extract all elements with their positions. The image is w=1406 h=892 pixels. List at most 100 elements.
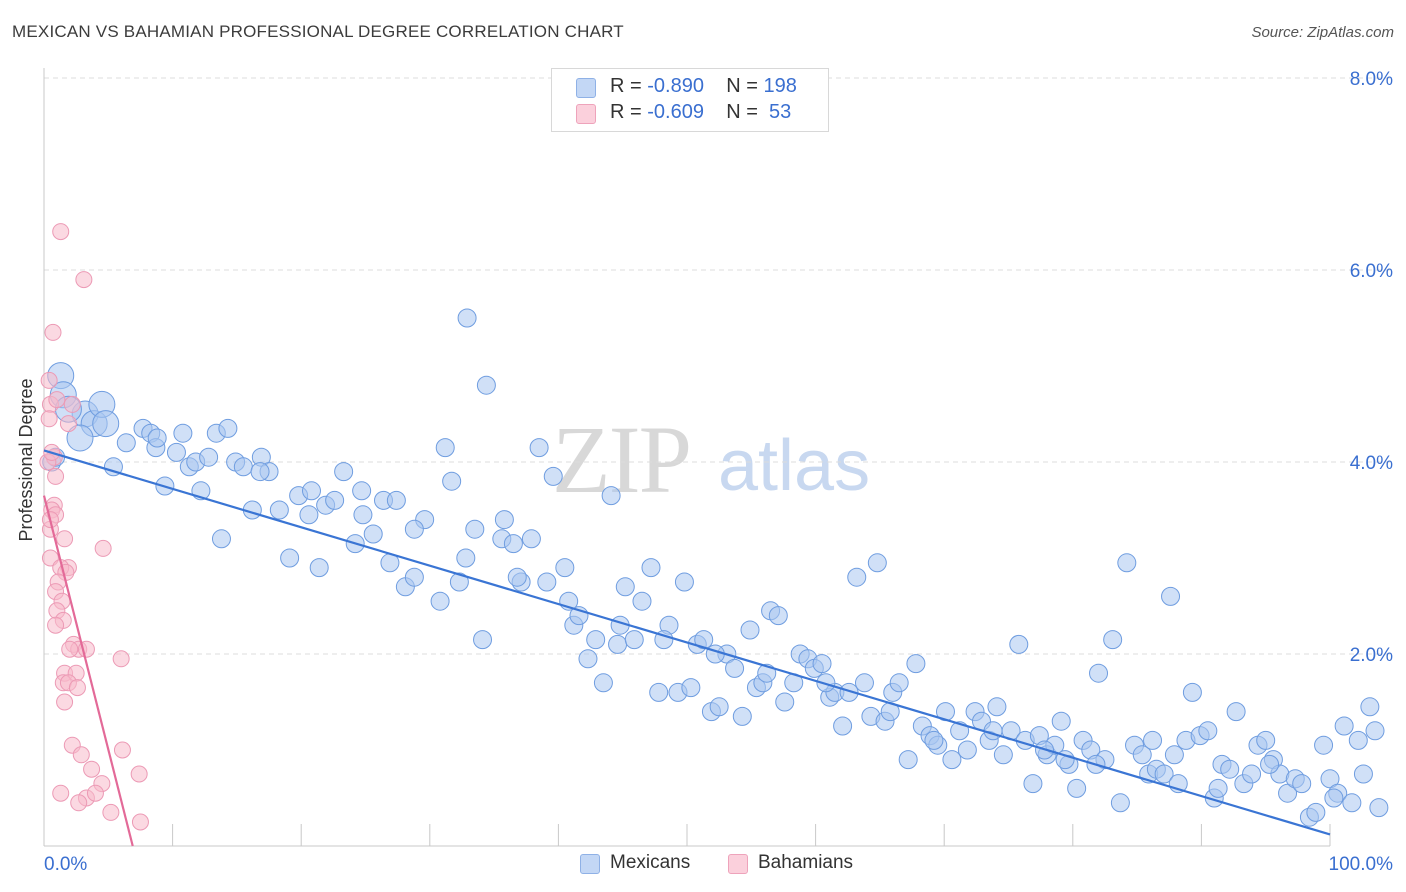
mexicans-point — [430, 591, 450, 611]
mexicans-point — [775, 692, 795, 712]
y-tick-label: 8.0% — [1350, 69, 1393, 90]
bahamians-point — [48, 391, 66, 409]
bahamians-point — [56, 693, 74, 711]
mexicans-point — [1143, 730, 1163, 750]
legend-r-value: -0.890 — [647, 75, 704, 97]
mexicans-point — [593, 673, 613, 693]
mexicans-point — [199, 447, 219, 467]
mexicans-point — [674, 572, 694, 592]
bahamians-point — [47, 467, 65, 485]
mexicans-point — [906, 654, 926, 674]
mexicans-point — [1360, 697, 1380, 717]
mexicans-point — [299, 505, 319, 525]
mexicans-point — [993, 745, 1013, 765]
mexicans-point — [649, 682, 669, 702]
mexicans-point — [301, 481, 321, 501]
mexicans-point — [957, 740, 977, 760]
mexicans-point — [352, 481, 372, 501]
mexicans-point — [1103, 630, 1123, 650]
mexicans-point — [898, 750, 918, 770]
series-mexicans — [42, 308, 1389, 827]
mexicans-point — [147, 428, 167, 448]
mexicans-point — [476, 375, 496, 395]
mexicans-point — [325, 490, 345, 510]
mexicans-point — [250, 462, 270, 482]
mexicans-point — [1208, 778, 1228, 798]
mexicans-point — [586, 630, 606, 650]
legend-n-label: N = — [726, 101, 764, 123]
mexicans-point — [732, 706, 752, 726]
mexicans-point — [1067, 778, 1087, 798]
x-tick-label: 100.0% — [1329, 854, 1394, 875]
bahamians-point — [44, 323, 62, 341]
y-tick-label: 4.0% — [1350, 453, 1393, 474]
bahamians-point — [52, 784, 70, 802]
mexicans-point — [404, 567, 424, 587]
grid-lines — [44, 77, 1392, 655]
bahamians-point — [40, 371, 58, 389]
mexicans-point — [1132, 745, 1152, 765]
legend-swatch-mexicans — [580, 854, 600, 874]
mexicans-point — [641, 558, 661, 578]
mexicans-point — [578, 649, 598, 669]
bahamians-point — [102, 803, 120, 821]
mexicans-point — [334, 462, 354, 482]
mexicans-point — [1182, 682, 1202, 702]
y-tick-label: 6.0% — [1350, 261, 1393, 282]
mexicans-point — [543, 466, 563, 486]
mexicans-point — [1348, 730, 1368, 750]
mexicans-point — [681, 678, 701, 698]
mexicans-point — [555, 558, 575, 578]
mexicans-point — [173, 423, 193, 443]
mexicans-point — [269, 500, 289, 520]
mexicans-point — [1110, 793, 1130, 813]
correlation-legend: R = -0.890 N = 198 R = -0.609 N = 53 — [551, 68, 829, 132]
legend-n-value: 198 — [763, 75, 797, 97]
mexicans-point — [942, 750, 962, 770]
mexicans-point — [632, 591, 652, 611]
mexicans-point — [1226, 702, 1246, 722]
legend-n-value: 53 — [763, 101, 792, 123]
legend-n-label: N = — [726, 75, 764, 97]
mexicans-point — [1369, 798, 1389, 818]
bahamians-point — [40, 410, 58, 428]
mexicans-point — [309, 558, 329, 578]
mexicans-point — [740, 620, 760, 640]
mexicans-point — [353, 505, 373, 525]
watermark-atlas: atlas — [718, 426, 870, 506]
y-axis-label: Professional Degree — [16, 378, 36, 542]
mexicans-point — [1334, 716, 1354, 736]
mexicans-point — [1154, 764, 1174, 784]
bahamians-point — [56, 530, 74, 548]
bahamians-point — [86, 784, 104, 802]
mexicans-point — [1161, 586, 1181, 606]
mexicans-point — [1242, 764, 1262, 784]
mexicans-point — [92, 410, 120, 438]
bahamians-point — [63, 395, 81, 413]
watermark-zip: ZIP — [552, 406, 690, 513]
mexicans-point — [404, 519, 424, 539]
bahamians-point — [72, 746, 90, 764]
trend-line-bahamians — [42, 495, 134, 847]
bahamians-point — [94, 539, 112, 557]
mexicans-point — [847, 567, 867, 587]
mexicans-point — [1314, 735, 1334, 755]
mexicans-point — [1342, 793, 1362, 813]
mexicans-point — [521, 529, 541, 549]
mexicans-point — [1089, 663, 1109, 683]
mexicans-point — [1353, 764, 1373, 784]
bahamians-point — [68, 679, 86, 697]
mexicans-point — [1324, 788, 1344, 808]
chart-title: MEXICAN VS BAHAMIAN PROFESSIONAL DEGREE … — [12, 22, 624, 41]
mexicans-point — [709, 697, 729, 717]
bahamians-point — [131, 813, 149, 831]
mexicans-point — [705, 644, 725, 664]
x-tick-label: 0.0% — [44, 854, 87, 875]
bahamians-point — [59, 415, 77, 433]
mexicans-point — [449, 572, 469, 592]
mexicans-point — [615, 577, 635, 597]
trend-lines — [42, 449, 1331, 847]
mexicans-point — [503, 534, 523, 554]
mexicans-point — [1009, 634, 1029, 654]
